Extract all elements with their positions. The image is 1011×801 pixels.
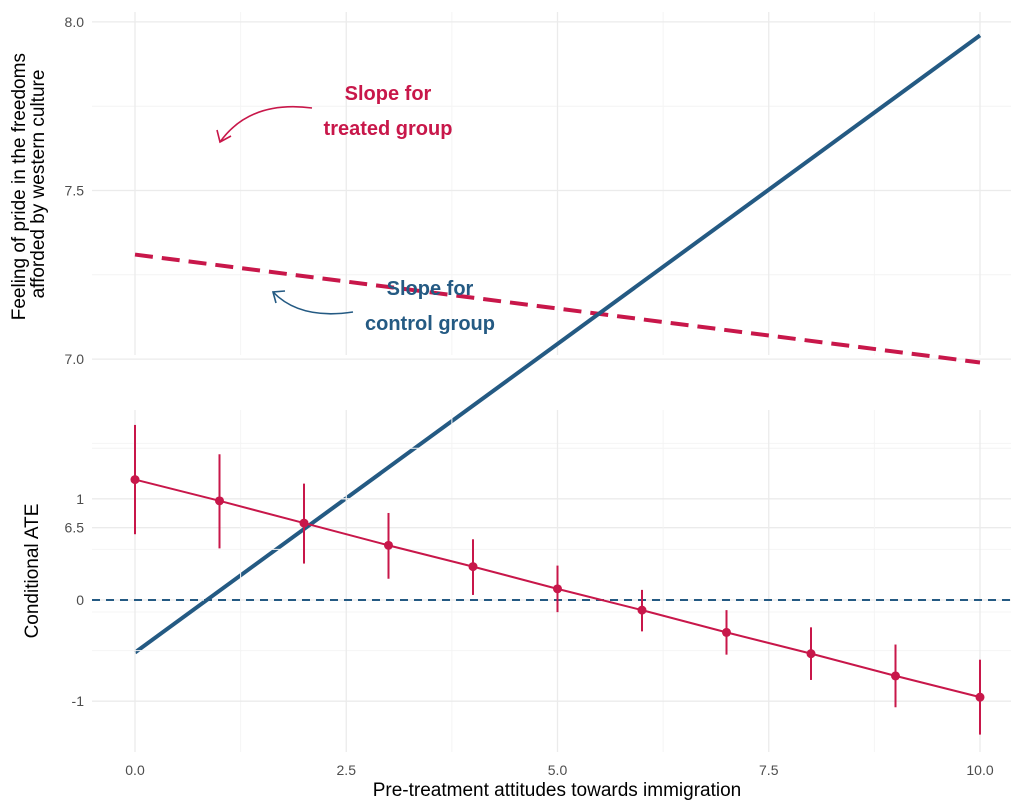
x-tick-label: 0.0: [125, 762, 145, 778]
bottom-y-tick-label: -1: [72, 693, 85, 709]
x-tick-label: 10.0: [966, 762, 993, 778]
top-y-axis-title: Feeling of pride in the freedoms afforde…: [9, 48, 49, 321]
cate-point: [806, 649, 816, 659]
treated-annotation-line-1: Slope for: [345, 83, 432, 105]
control-annotation-line-1: Slope for: [387, 278, 474, 300]
cate-point: [637, 605, 647, 615]
treated-slope-line: [134, 252, 981, 365]
top-y-tick-label: 8.0: [65, 14, 85, 30]
x-tick-label: 5.0: [548, 762, 568, 778]
bottom-y-tick-label: 1: [76, 491, 84, 507]
treated-annotation-arrowhead: [216, 129, 232, 144]
control-annotation: Slope for control group: [271, 278, 495, 335]
cate-point: [975, 692, 985, 702]
treated-annotation: Slope for treated group: [216, 83, 453, 144]
cate-point: [299, 518, 309, 528]
top-y-axis-title-line-1: Feeling of pride in the freedoms: [9, 53, 30, 320]
top-grid: [92, 12, 1011, 613]
cate-point: [130, 475, 140, 485]
cate-point: [215, 496, 224, 506]
cate-point: [384, 540, 393, 550]
top-y-tick-label: 7.0: [65, 351, 85, 367]
bottom-grid: [92, 410, 1011, 752]
x-axis-title: Pre-treatment attitudes towards immigrat…: [373, 780, 742, 801]
top-y-tick-labels: 6.5 7.0 7.5 8.0: [65, 14, 85, 536]
cate-point: [722, 627, 731, 637]
treated-annotation-line-2: treated group: [324, 118, 453, 140]
control-annotation-arrowhead: [271, 290, 286, 304]
x-tick-label: 2.5: [337, 762, 357, 778]
top-annotations: Slope for treated group Slope for control g…: [216, 83, 495, 335]
cate-point: [468, 562, 478, 572]
control-annotation-line-2: control group: [365, 313, 495, 335]
bottom-series: [92, 424, 1011, 735]
top-y-tick-label: 6.5: [65, 520, 85, 536]
cate-point: [891, 671, 900, 681]
bottom-y-axis-title: Conditional ATE: [22, 504, 43, 639]
treated-annotation-arrow: [219, 105, 313, 143]
control-annotation-arrow: [272, 291, 354, 315]
cate-point: [553, 584, 562, 594]
top-y-axis-title-line-2: afforded by western culture: [28, 70, 49, 299]
bottom-y-tick-label: 0: [76, 592, 84, 608]
x-tick-label: 7.5: [759, 762, 779, 778]
top-y-tick-label: 7.5: [65, 183, 85, 199]
